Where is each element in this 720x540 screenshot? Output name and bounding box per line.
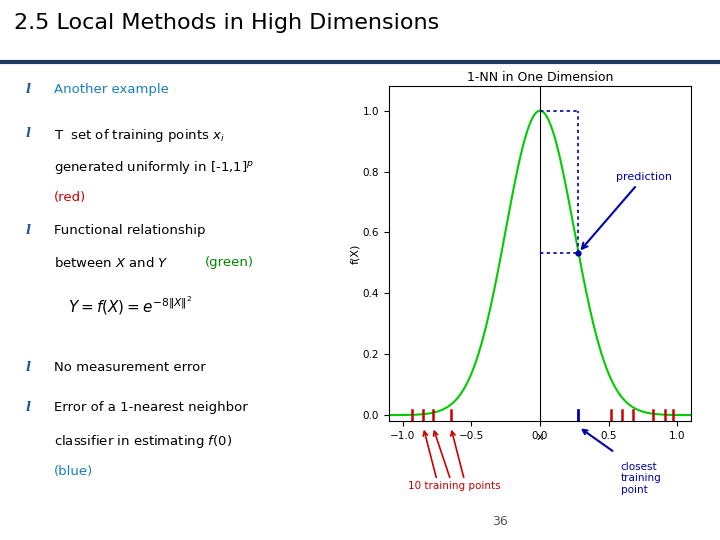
Text: l: l bbox=[25, 224, 30, 237]
Text: (blue): (blue) bbox=[54, 465, 94, 478]
Text: closest
training
point: closest training point bbox=[621, 462, 662, 495]
Text: l: l bbox=[25, 361, 30, 374]
Title: 1-NN in One Dimension: 1-NN in One Dimension bbox=[467, 71, 613, 84]
Text: T  set of training points $x_i$: T set of training points $x_i$ bbox=[54, 127, 225, 144]
Text: prediction: prediction bbox=[582, 172, 672, 249]
Text: Error of a 1-nearest neighbor: Error of a 1-nearest neighbor bbox=[54, 401, 248, 414]
Text: l: l bbox=[25, 83, 30, 96]
Text: No measurement error: No measurement error bbox=[54, 361, 206, 374]
Text: (green): (green) bbox=[205, 256, 254, 269]
Text: classifier in estimating $f(0)$: classifier in estimating $f(0)$ bbox=[54, 433, 232, 450]
Y-axis label: f(X): f(X) bbox=[350, 244, 360, 264]
Text: $Y = f(X) = e^{-8\|X\|^2}$: $Y = f(X) = e^{-8\|X\|^2}$ bbox=[68, 294, 193, 317]
Text: Functional relationship: Functional relationship bbox=[54, 224, 205, 237]
Text: between $X$ and $Y$: between $X$ and $Y$ bbox=[54, 256, 169, 270]
Text: 36: 36 bbox=[492, 515, 508, 528]
Text: generated uniformly in [-1,1]$^p$: generated uniformly in [-1,1]$^p$ bbox=[54, 159, 254, 176]
Text: l: l bbox=[25, 127, 30, 140]
Text: x: x bbox=[536, 431, 544, 442]
Text: 2.5 Local Methods in High Dimensions: 2.5 Local Methods in High Dimensions bbox=[14, 13, 440, 33]
Text: l: l bbox=[25, 401, 30, 414]
Text: (red): (red) bbox=[54, 191, 86, 204]
Text: 10 training points: 10 training points bbox=[408, 481, 501, 491]
Text: Another example: Another example bbox=[54, 83, 169, 96]
